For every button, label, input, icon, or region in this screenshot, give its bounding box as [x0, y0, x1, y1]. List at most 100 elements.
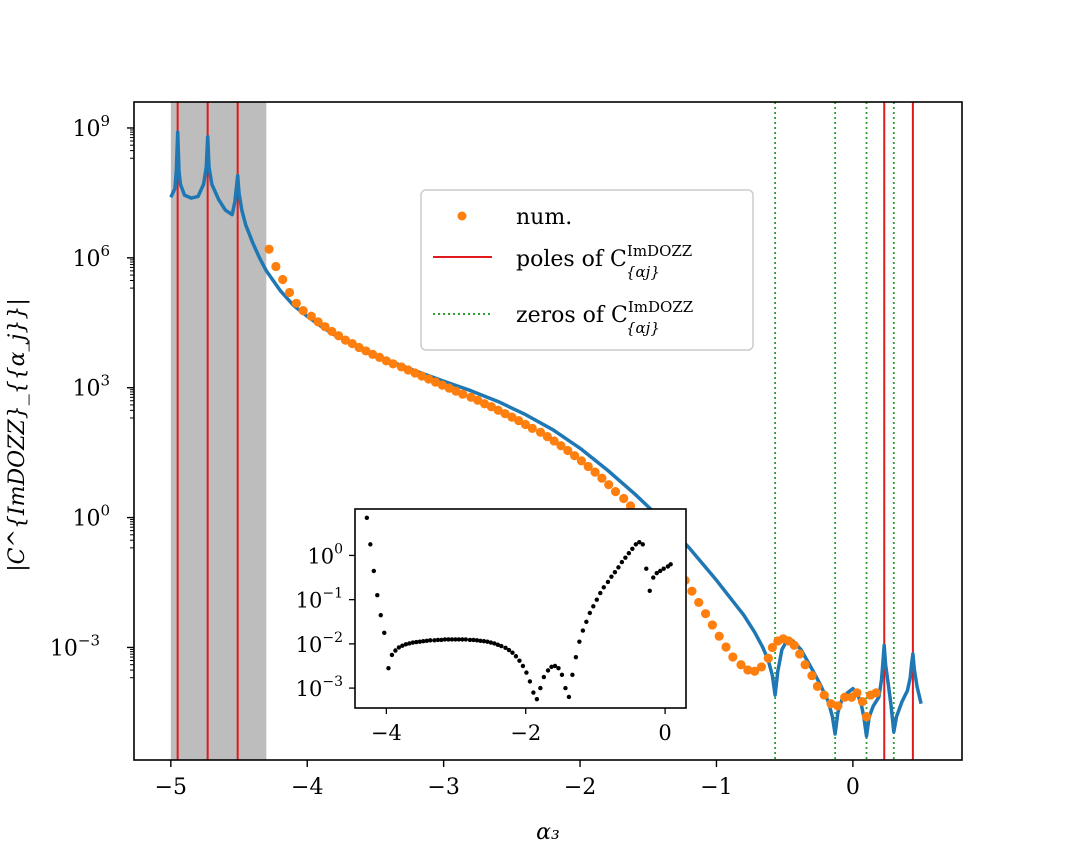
legend-marker-num	[457, 211, 467, 221]
num-point	[278, 274, 288, 285]
num-point	[569, 451, 580, 461]
inset-point	[517, 658, 522, 663]
num-point	[707, 620, 717, 630]
num-point	[795, 649, 805, 659]
legend-frame	[420, 189, 754, 351]
inset-point	[630, 546, 635, 551]
num-point	[486, 402, 496, 412]
inset-point	[382, 630, 387, 636]
num-point	[473, 395, 483, 405]
inset-point	[644, 566, 649, 571]
inset-point	[510, 650, 515, 655]
inset-point	[640, 542, 645, 547]
inset-point	[616, 565, 621, 570]
inset-point	[601, 585, 606, 590]
inset-point	[605, 579, 611, 585]
num-point	[306, 311, 316, 321]
inset-point	[375, 593, 380, 598]
inset-point	[414, 639, 419, 645]
inset-point	[541, 674, 547, 680]
inset-background	[355, 509, 686, 708]
num-point	[493, 405, 503, 415]
num-point	[535, 427, 546, 437]
num-point	[819, 690, 829, 700]
inset-point	[485, 639, 490, 644]
inset-point	[446, 637, 451, 642]
inset-x-tick-label: −2	[510, 721, 541, 745]
num-point	[576, 456, 587, 466]
inset-point	[396, 645, 402, 650]
inset-y-tick-label: 10−1	[296, 586, 343, 613]
inset-y-tick-label: 10−3	[296, 674, 343, 701]
num-point	[736, 660, 746, 670]
num-point	[320, 322, 330, 332]
num-point	[291, 298, 301, 308]
num-point	[604, 480, 614, 490]
num-point	[542, 432, 552, 442]
num-point	[500, 409, 510, 419]
y-tick-label: 10−3	[50, 631, 100, 661]
num-point	[284, 287, 295, 298]
legend: num. poles of CImDOZZ {αj}	[420, 189, 754, 351]
num-point	[807, 670, 817, 681]
inset-point	[531, 690, 536, 695]
inset-point	[442, 637, 448, 642]
inset-point	[506, 647, 512, 653]
num-point	[264, 244, 274, 254]
inset-point	[407, 641, 412, 646]
num-point	[514, 416, 524, 426]
num-point	[610, 487, 621, 497]
num-point	[800, 660, 810, 670]
inset-point	[524, 670, 529, 675]
num-point	[857, 696, 868, 707]
num-point	[549, 436, 559, 446]
x-tick-label: 0	[846, 775, 860, 800]
inset-point	[389, 652, 395, 658]
inset-point	[591, 604, 596, 609]
inset-point	[488, 640, 494, 645]
y-axis-label: |C^{ImDOZZ}_{{α_j}}|	[5, 298, 30, 572]
legend-label-zeros: zeros of CImDOZZ {αj}	[516, 298, 693, 337]
inset-axis-ticks: −4 −2 0 100 10−1 10−2 10−3	[296, 541, 672, 745]
main-axes-frame	[133, 101, 963, 761]
inset-point	[580, 628, 586, 633]
legend-label-zeros-sup: ImDOZZ	[628, 298, 693, 316]
inset-point	[503, 645, 508, 651]
inset-point	[424, 638, 429, 643]
inset-point	[364, 515, 370, 521]
x-tick-label: −3	[427, 775, 459, 800]
inset-point	[456, 637, 462, 642]
num-point	[619, 493, 629, 504]
y-tick-label: 106	[72, 242, 110, 272]
num-point	[583, 461, 593, 472]
legend-label-poles-sup: ImDOZZ	[627, 242, 692, 260]
inset-point	[556, 666, 561, 671]
num-point	[458, 389, 468, 399]
y-tick-label: 103	[72, 372, 110, 402]
legend-label-zeros-text: zeros of C	[516, 303, 628, 328]
inset-point	[538, 685, 543, 691]
analytic-curve	[169, 130, 923, 738]
inset-point	[481, 639, 487, 644]
num-point	[313, 317, 323, 327]
inset-point	[421, 639, 426, 644]
inset-y-tick-label: 100	[307, 541, 343, 568]
inset-point	[474, 638, 480, 643]
shaded-region-rect	[170, 102, 267, 760]
num-point	[590, 467, 600, 477]
inset-point	[584, 619, 589, 624]
legend-label-poles-sub: {αj}	[626, 263, 660, 281]
shaded-region	[170, 102, 267, 760]
num-point	[840, 692, 850, 702]
num-point	[687, 586, 697, 596]
inset-point	[495, 642, 501, 647]
inset-axes-frame	[354, 508, 687, 709]
num-point	[354, 342, 364, 353]
inset-point	[658, 568, 663, 574]
inset-point	[453, 637, 458, 642]
num-point	[340, 335, 351, 345]
num-point	[347, 338, 357, 349]
inset-point	[417, 639, 423, 644]
inset-point	[623, 555, 628, 560]
